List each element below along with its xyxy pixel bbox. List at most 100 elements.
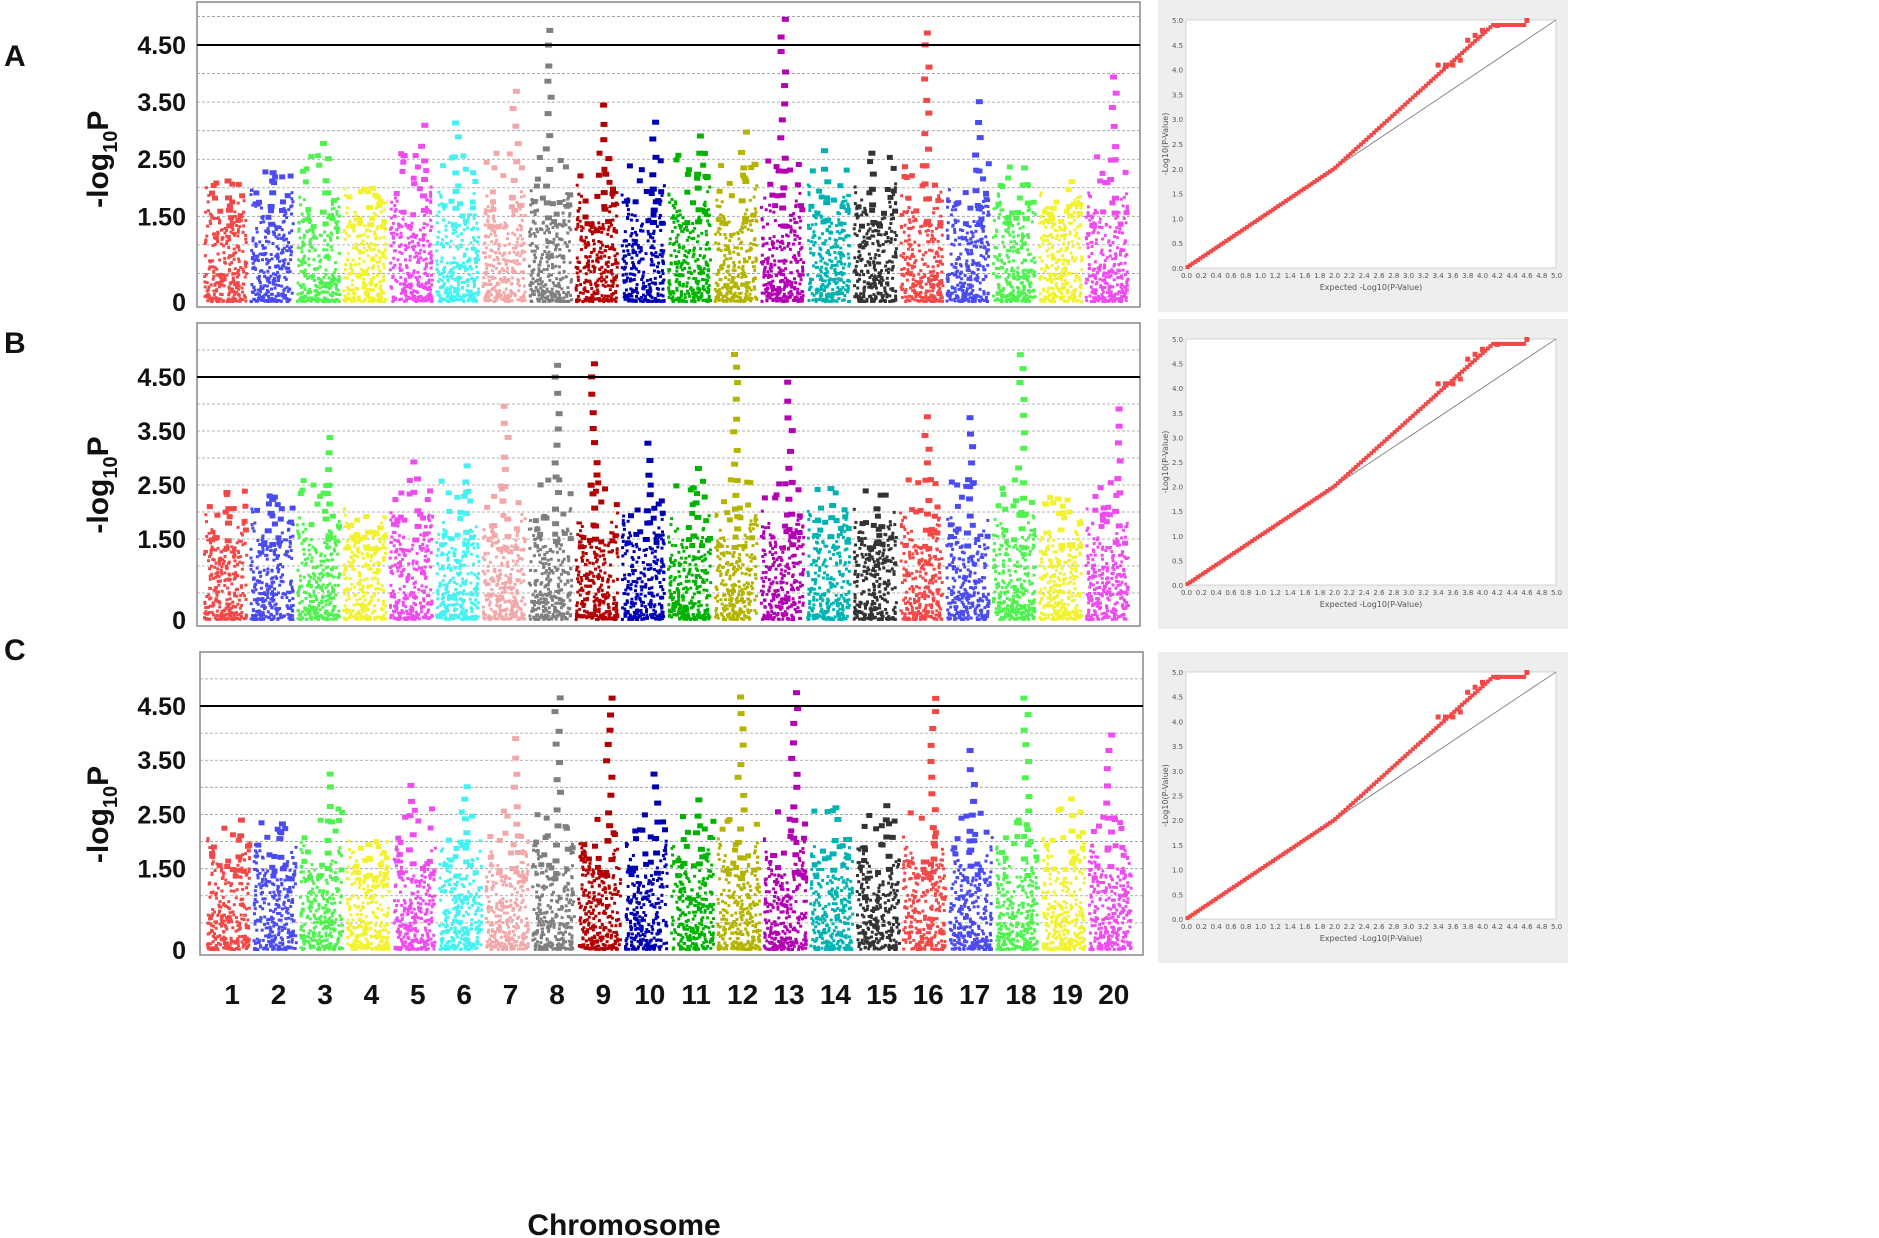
panel-a: A 4.50 3.50 2.50 1.50 0 -log10P 0.0 0.2 0.4 0.6 0.8… xyxy=(4,0,1568,317)
qq-x-tick: 3.4 xyxy=(1433,272,1445,280)
chromosome-16-points xyxy=(902,695,948,951)
chromosome-label-8: 8 xyxy=(549,979,565,1010)
chromosome-4-points xyxy=(342,507,388,621)
chromosome-16-points xyxy=(899,30,945,303)
qq-x-tick: 3.6 xyxy=(1447,589,1459,597)
qq-x-tick: 2.2 xyxy=(1344,923,1355,931)
chromosome-label-20: 20 xyxy=(1098,979,1129,1010)
chromosome-14-points xyxy=(809,805,855,951)
chromosome-3-points xyxy=(299,771,346,951)
qq-x-tick: 4.6 xyxy=(1521,923,1533,931)
chromosome-label-10: 10 xyxy=(634,979,665,1010)
chromosome-2-points xyxy=(252,820,298,951)
qq-y-tick: 2.0 xyxy=(1172,817,1183,825)
qq-y-label: -Log10(P-Value) xyxy=(1161,764,1170,827)
qq-y-tick: 1.0 xyxy=(1172,215,1183,223)
chromosome-6-points xyxy=(435,120,481,303)
qq-y-tick: 3.0 xyxy=(1172,434,1183,442)
chromosome-8-points xyxy=(527,362,574,621)
qq-x-tick: 4.2 xyxy=(1492,589,1503,597)
qq-x-tick: 2.8 xyxy=(1388,923,1399,931)
qq-x-tick: 0.6 xyxy=(1225,589,1237,597)
y-tick-label: 1.50 xyxy=(137,203,186,231)
chromosome-9-points xyxy=(574,102,620,303)
chromosome-10-points xyxy=(620,119,666,303)
qq-x-tick: 0.0 xyxy=(1181,272,1192,280)
qq-y-tick: 2.5 xyxy=(1172,793,1183,801)
manhattan-points xyxy=(203,16,1130,303)
qq-y-tick: 4.5 xyxy=(1172,694,1183,702)
chromosome-label-14: 14 xyxy=(820,979,852,1010)
chromosome-13-points xyxy=(759,16,806,303)
qq-x-tick: 1.8 xyxy=(1314,272,1325,280)
panel-label: A xyxy=(4,40,26,73)
qq-y-tick: 0.5 xyxy=(1172,557,1183,565)
chromosome-5-points xyxy=(392,782,437,951)
chromosome-label-1: 1 xyxy=(224,979,240,1010)
qq-x-tick: 3.8 xyxy=(1462,923,1473,931)
chromosome-label-5: 5 xyxy=(410,979,426,1010)
qq-x-tick: 3.8 xyxy=(1462,272,1473,280)
qq-x-tick: 0.4 xyxy=(1211,272,1223,280)
y-axis-label: -log10P xyxy=(82,766,122,863)
chromosome-19-points xyxy=(1038,495,1084,621)
qq-x-tick: 4.6 xyxy=(1521,272,1533,280)
y-tick-label: 4.50 xyxy=(137,364,186,392)
chromosome-4-points xyxy=(342,185,388,303)
qq-x-tick: 1.4 xyxy=(1285,589,1297,597)
qq-x-tick: 3.4 xyxy=(1433,923,1445,931)
qq-x-tick: 4.8 xyxy=(1536,923,1547,931)
qq-x-tick: 2.8 xyxy=(1388,272,1399,280)
qq-y-tick: 3.0 xyxy=(1172,768,1183,776)
qq-y-tick: 2.5 xyxy=(1172,141,1183,149)
chromosome-2-points xyxy=(249,169,295,303)
qq-x-tick: 1.6 xyxy=(1299,589,1311,597)
chromosome-15-points xyxy=(855,803,901,951)
chromosome-6-points xyxy=(438,784,484,951)
qq-y-tick: 3.5 xyxy=(1172,743,1183,751)
qq-y-tick: 0.5 xyxy=(1172,891,1183,899)
qq-y-tick: 0.0 xyxy=(1172,265,1183,273)
qq-y-tick: 1.5 xyxy=(1172,191,1183,199)
chromosome-18-points xyxy=(991,352,1037,621)
qq-y-label: -Log10(P-Value) xyxy=(1161,113,1170,176)
qq-x-tick: 4.0 xyxy=(1477,923,1488,931)
qq-x-tick: 0.4 xyxy=(1211,923,1223,931)
panel-label: C xyxy=(4,634,26,667)
qq-x-tick: 3.6 xyxy=(1447,923,1459,931)
qq-x-tick: 0.6 xyxy=(1225,923,1237,931)
chromosome-12-points xyxy=(716,694,762,951)
qq-x-tick: 2.4 xyxy=(1359,923,1371,931)
qq-x-tick: 5.0 xyxy=(1551,923,1562,931)
chromosome-17-points xyxy=(945,415,991,621)
chromosome-label-12: 12 xyxy=(727,979,758,1010)
chromosome-11-points xyxy=(667,466,713,621)
qq-x-tick: 3.0 xyxy=(1403,589,1414,597)
qq-x-label: Expected -Log10(P-Value) xyxy=(1320,934,1423,943)
qq-y-label: -Log10(P-Value) xyxy=(1161,431,1170,494)
chromosome-8-points xyxy=(531,695,576,951)
qq-x-tick: 1.0 xyxy=(1255,272,1266,280)
chromosome-5-points xyxy=(388,459,434,621)
qq-x-tick: 2.4 xyxy=(1359,589,1371,597)
chromosome-13-points xyxy=(759,379,806,621)
qq-x-tick: 4.8 xyxy=(1536,589,1547,597)
y-axis-label: -log10P xyxy=(82,436,122,533)
qq-y-tick: 0.5 xyxy=(1172,240,1183,248)
chromosome-7-points xyxy=(481,88,527,303)
qq-x-tick: 4.2 xyxy=(1492,923,1503,931)
qq-x-label: Expected -Log10(P-Value) xyxy=(1320,600,1423,609)
chromosome-8-points xyxy=(527,27,574,303)
qq-x-tick: 0.2 xyxy=(1196,272,1207,280)
chromosome-20-points xyxy=(1084,74,1130,303)
chromosome-label-16: 16 xyxy=(913,979,944,1010)
qq-x-tick: 4.2 xyxy=(1492,272,1503,280)
qq-x-tick: 1.8 xyxy=(1314,589,1325,597)
y-tick-label: 1.50 xyxy=(137,526,186,554)
manhattan-points xyxy=(206,690,1133,951)
chromosome-3-points xyxy=(295,435,342,621)
qq-plot: 0.0 0.2 0.4 0.6 0.8 1.0 1.2 1.4 1.6 1.8 2.0 2.2 2.4 2… xyxy=(1158,319,1568,629)
chromosome-7-points xyxy=(484,736,530,951)
qq-x-tick: 2.6 xyxy=(1373,272,1385,280)
